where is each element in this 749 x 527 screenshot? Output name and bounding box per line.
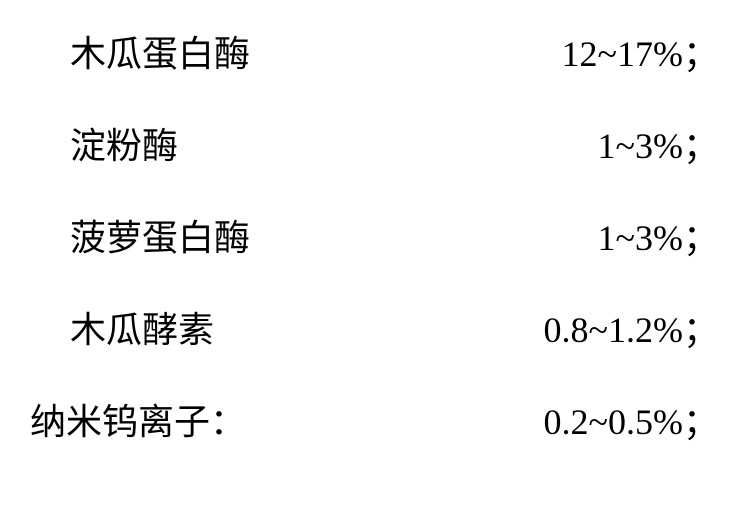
ingredient-value: 0.8~1.2%；: [544, 312, 719, 348]
table-row: 木瓜蛋白酶 12~17%；: [30, 36, 719, 72]
ingredients-table: 木瓜蛋白酶 12~17%； 淀粉酶 1~3%； 菠萝蛋白酶 1~3%； 木瓜酵素…: [30, 20, 719, 440]
ingredient-value: 1~3%；: [598, 128, 719, 164]
ingredient-label: 淀粉酶: [30, 128, 178, 164]
ingredient-label: 纳米钨离子：: [30, 404, 246, 440]
ingredient-label: 木瓜酵素: [30, 312, 214, 348]
ingredient-value: 0.2~0.5%；: [544, 404, 719, 440]
table-row: 菠萝蛋白酶 1~3%；: [30, 220, 719, 256]
ingredient-label: 木瓜蛋白酶: [30, 36, 250, 72]
ingredient-value: 1~3%；: [598, 220, 719, 256]
table-row: 木瓜酵素 0.8~1.2%；: [30, 312, 719, 348]
ingredient-label: 菠萝蛋白酶: [30, 220, 250, 256]
ingredient-value: 12~17%；: [562, 36, 719, 72]
table-row: 淀粉酶 1~3%；: [30, 128, 719, 164]
table-row: 纳米钨离子： 0.2~0.5%；: [30, 404, 719, 440]
